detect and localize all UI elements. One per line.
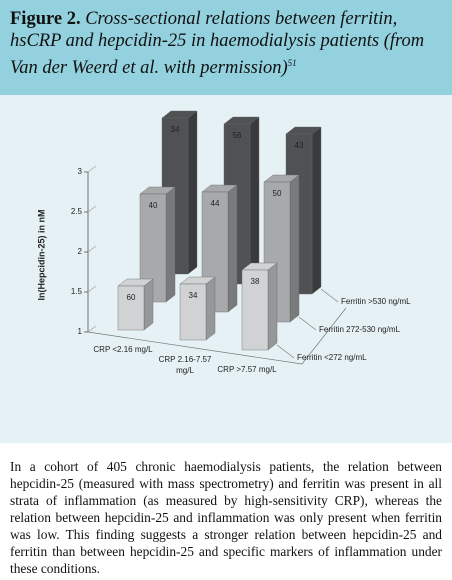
grid-line	[87, 325, 97, 333]
count-label: 44	[211, 199, 220, 208]
legend-label: Ferritin >530 ng/mL	[341, 297, 411, 306]
count-label: 60	[127, 293, 136, 302]
bar-side	[165, 186, 176, 303]
count-label: 34	[189, 291, 198, 300]
legend-label: Ferritin <272 ng/mL	[297, 353, 367, 362]
bar-side	[249, 116, 260, 285]
caption-reference: 51	[287, 58, 297, 68]
legend-leader	[276, 344, 295, 359]
y-tick-label: 3	[78, 167, 83, 176]
x-tick-label: CRP 2.16-7.57 mg/L	[158, 355, 212, 375]
bar-side	[289, 174, 300, 323]
bar-side	[187, 110, 198, 275]
legend-label: Ferritin 272-530 ng/mL	[319, 325, 400, 334]
bar-side	[205, 276, 216, 341]
bar	[117, 285, 145, 331]
bar-side	[143, 278, 154, 331]
floor-edge	[87, 331, 303, 365]
count-label: 38	[251, 277, 260, 286]
y-tick-label: 1.5	[71, 287, 83, 296]
body-text: In a cohort of 405 chronic haemodialysis…	[10, 459, 442, 576]
count-label: 56	[233, 131, 242, 140]
grid-line	[87, 285, 97, 293]
bar-side	[227, 184, 238, 313]
count-label: 50	[273, 189, 282, 198]
bar-side	[311, 126, 322, 295]
caption-text: Cross-sectional relations between ferrit…	[10, 9, 425, 79]
grid-line	[87, 165, 97, 173]
figure-label: Figure 2.	[10, 9, 81, 29]
chart-area: ln(Hepcidin-25) in nM 1 1.5 2 2.5 3 34 56 43 Fer…	[0, 95, 452, 443]
y-tick-label: 2.5	[71, 207, 83, 216]
count-label: 40	[149, 201, 158, 210]
y-tick-label: 2	[78, 247, 83, 256]
grid-line	[87, 245, 97, 253]
bar	[179, 283, 207, 341]
figure-caption: Figure 2. Cross-sectional relations betw…	[0, 0, 452, 95]
floor-edge	[301, 307, 347, 365]
y-tick-label: 1	[78, 327, 83, 336]
bar	[241, 269, 269, 351]
x-tick-label: CRP >7.57 mg/L	[217, 365, 277, 374]
bar-side	[267, 262, 278, 351]
chart: ln(Hepcidin-25) in nM 1 1.5 2 2.5 3 34 56 43 Fer…	[36, 110, 411, 365]
y-axis-label: ln(Hepcidin-25) in nM	[36, 210, 46, 301]
legend-leader	[320, 288, 339, 303]
count-label: 34	[171, 125, 180, 134]
grid-line	[87, 205, 97, 213]
count-label: 43	[295, 141, 304, 150]
x-tick-label: CRP <2.16 mg/L	[93, 345, 153, 354]
legend-leader	[298, 316, 317, 331]
